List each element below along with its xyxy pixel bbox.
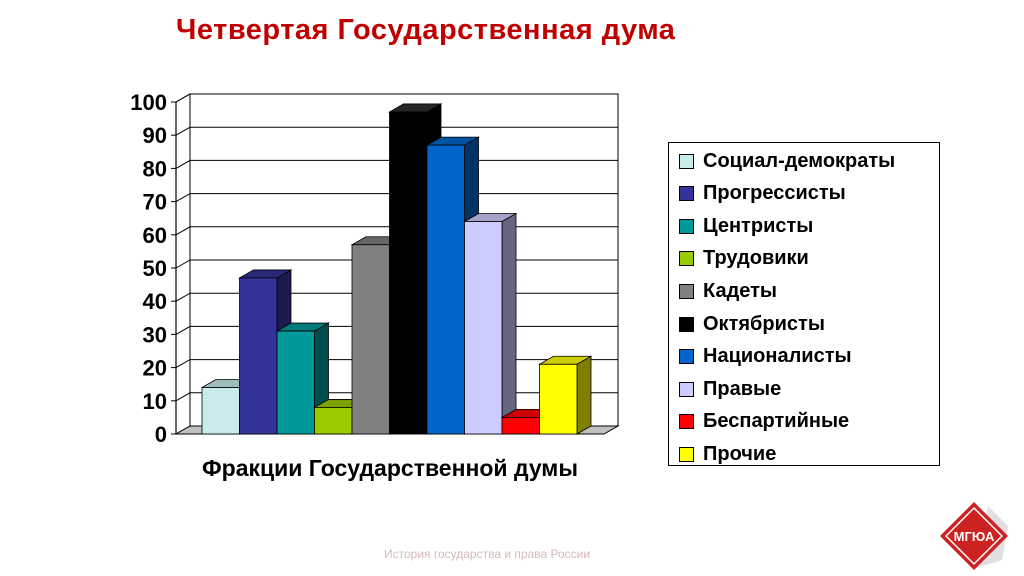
legend-item: Националисты bbox=[679, 344, 852, 370]
chart-bars bbox=[200, 103, 593, 435]
bar-front bbox=[539, 363, 578, 435]
legend-label: Октябристы bbox=[703, 312, 825, 335]
bar-front bbox=[501, 416, 540, 435]
legend-item: Социал-демократы bbox=[679, 148, 895, 174]
y-tick-label: 90 bbox=[143, 123, 167, 148]
legend-swatch bbox=[679, 349, 694, 365]
y-tick-label: 70 bbox=[143, 190, 167, 215]
slide-title: Четвертая Государственная дума bbox=[176, 14, 676, 46]
legend-label: Центристы bbox=[703, 214, 814, 237]
legend-item: Прочие bbox=[679, 441, 776, 467]
gridline bbox=[175, 126, 618, 136]
y-tick-label: 40 bbox=[143, 289, 167, 314]
bar-side bbox=[576, 355, 592, 435]
bar-front bbox=[426, 144, 465, 435]
legend-label: Беспартийные bbox=[703, 410, 850, 433]
legend-swatch bbox=[679, 381, 694, 397]
bar-front bbox=[276, 330, 315, 435]
bar bbox=[462, 212, 518, 435]
y-tick-label: 80 bbox=[143, 156, 167, 181]
legend-item: Октябристы bbox=[679, 311, 825, 337]
legend-swatch bbox=[679, 218, 694, 234]
legend-swatch bbox=[679, 446, 694, 462]
y-tick-label: 10 bbox=[143, 389, 167, 414]
bar-front bbox=[351, 244, 390, 435]
y-tick-label: 50 bbox=[143, 256, 167, 281]
y-tick-label: 100 bbox=[130, 90, 167, 115]
legend-label: Трудовики bbox=[703, 247, 809, 270]
mgua-logo: МГЮА bbox=[940, 502, 1008, 570]
bar-front bbox=[239, 277, 278, 435]
chart-legend: Социал-демократы Прогрессисты Центристы Тру… bbox=[668, 142, 940, 466]
y-tick-label: 60 bbox=[143, 223, 167, 248]
legend-swatch bbox=[679, 186, 694, 202]
bar-front bbox=[389, 111, 428, 435]
bar-front bbox=[201, 387, 240, 435]
x-axis-label: Фракции Государственной думы bbox=[202, 455, 578, 481]
legend-label: Прочие bbox=[703, 442, 777, 465]
gridline bbox=[175, 93, 618, 103]
svg-text:МГЮА: МГЮА bbox=[954, 529, 995, 544]
legend-item: Кадеты bbox=[679, 278, 777, 304]
chart-axes bbox=[171, 101, 177, 435]
footer-text: История государства и права России bbox=[384, 547, 591, 561]
y-tick-label: 0 bbox=[155, 422, 167, 447]
bar-front bbox=[464, 221, 503, 435]
legend-item: Правые bbox=[679, 376, 781, 402]
legend-item: Прогрессисты bbox=[679, 181, 846, 207]
bar-side bbox=[501, 212, 517, 435]
legend-label: Социал-демократы bbox=[703, 149, 896, 172]
legend-label: Националисты bbox=[703, 345, 852, 368]
y-tick-label: 30 bbox=[143, 322, 167, 347]
bar-front bbox=[314, 407, 353, 435]
y-tick-label: 20 bbox=[143, 356, 167, 381]
legend-swatch bbox=[679, 414, 694, 430]
legend-label: Прогрессисты bbox=[703, 182, 846, 205]
legend-label: Правые bbox=[703, 377, 782, 400]
legend-swatch bbox=[679, 153, 694, 169]
legend-item: Беспартийные bbox=[679, 409, 849, 435]
y-tick-labels: 0 10 20 30 40 50 60 70 80 90 100 bbox=[130, 90, 167, 447]
legend-item: Центристы bbox=[679, 213, 813, 239]
bar bbox=[537, 355, 593, 435]
legend-swatch bbox=[679, 316, 694, 332]
legend-swatch bbox=[679, 251, 694, 267]
legend-swatch bbox=[679, 283, 694, 299]
legend-item: Трудовики bbox=[679, 246, 809, 272]
legend-label: Кадеты bbox=[703, 279, 778, 302]
